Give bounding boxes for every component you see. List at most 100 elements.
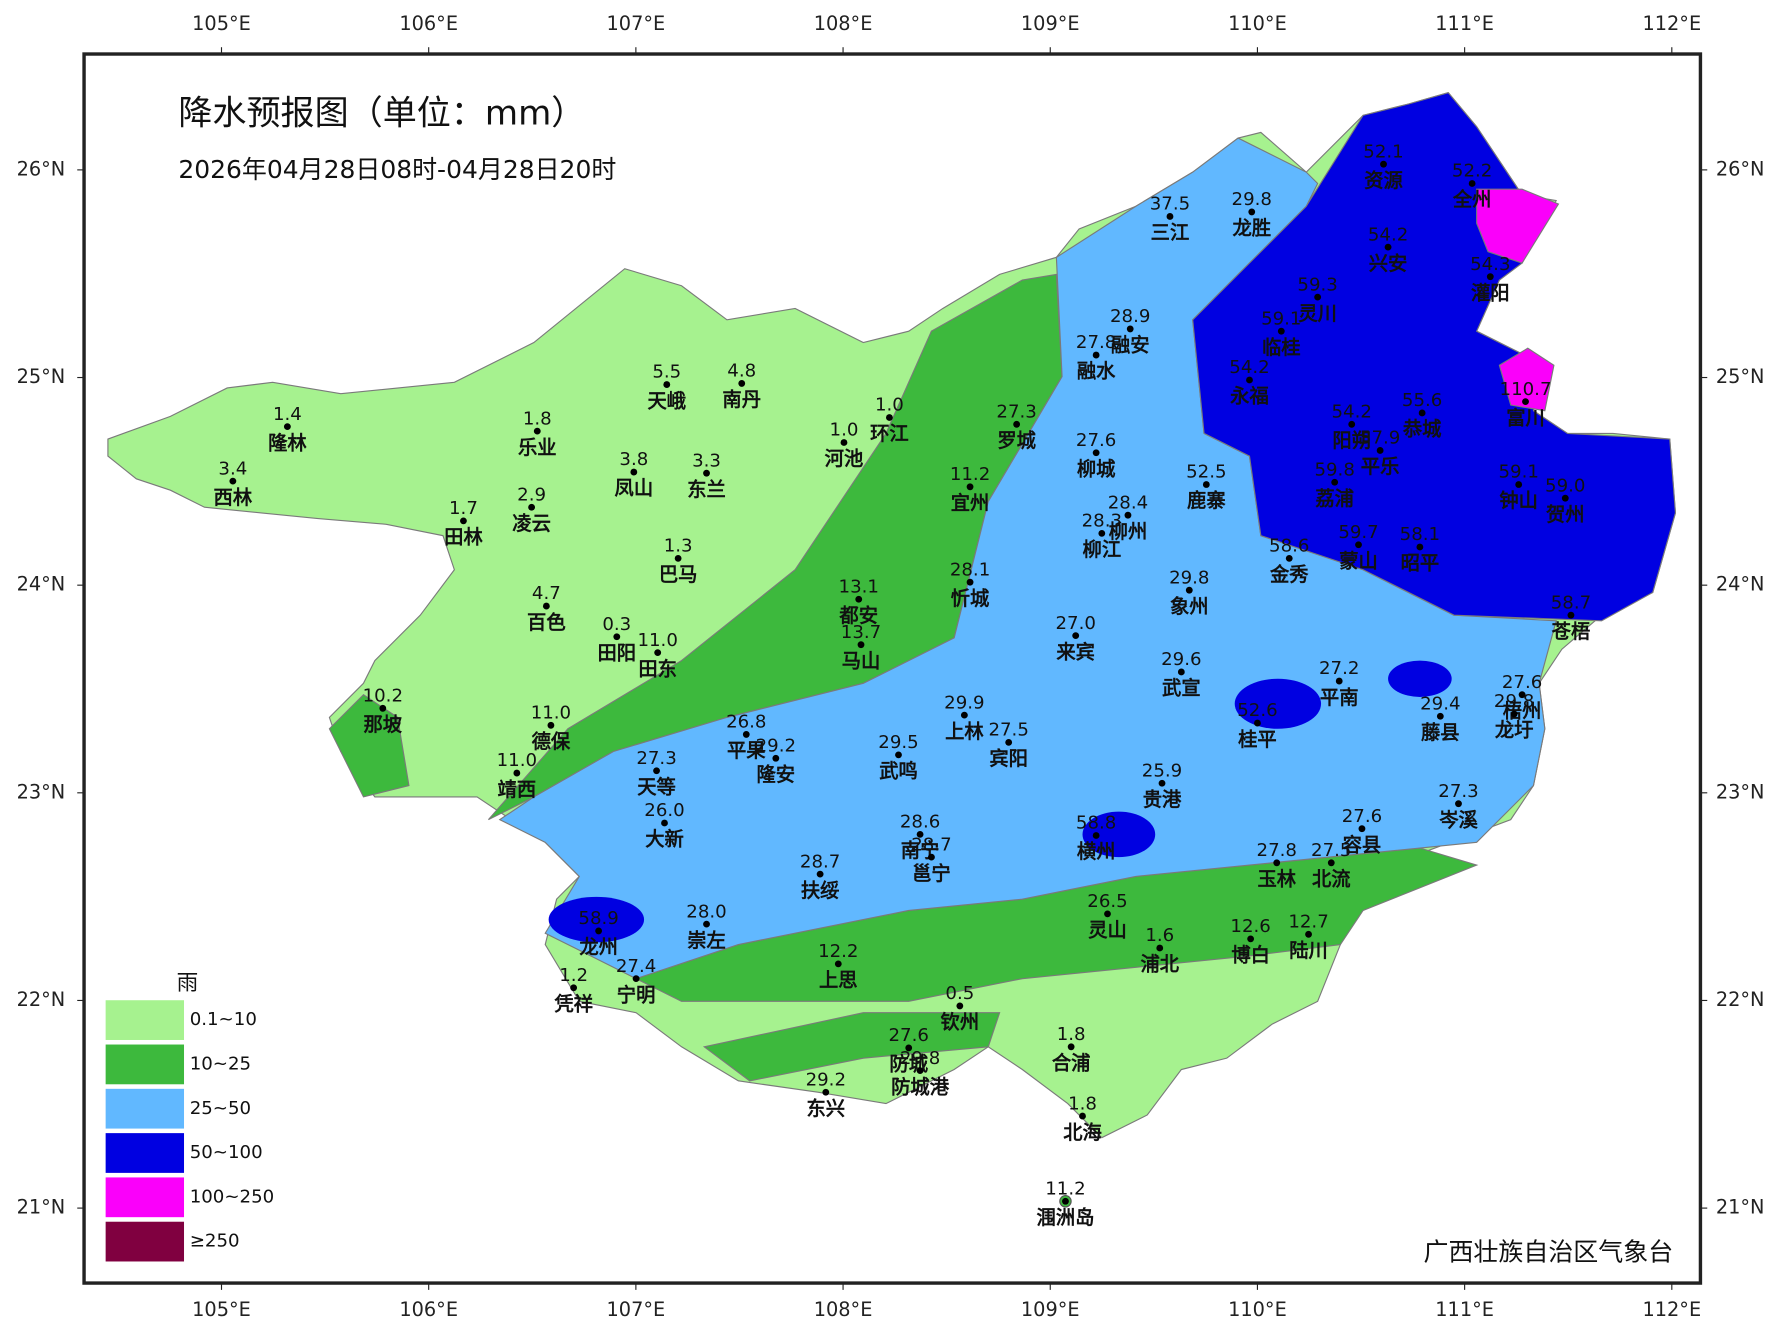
- station-name: 横州: [1077, 840, 1116, 863]
- station-value: 28.7: [911, 834, 951, 855]
- station-dot: [1126, 325, 1134, 333]
- station-value: 1.8: [523, 408, 552, 429]
- station-dot: [895, 751, 902, 759]
- legend-label: 100~250: [190, 1186, 275, 1207]
- station-name: 岑溪: [1438, 808, 1478, 831]
- station-dot: [283, 423, 291, 431]
- station-name: 靖西: [498, 778, 537, 801]
- station: 54.3 灌阳: [1470, 254, 1510, 305]
- station: 1.6 浦北: [1140, 925, 1179, 976]
- station-name: 来宾: [1055, 640, 1095, 663]
- station-dot: [855, 595, 863, 603]
- station: 55.6 恭城: [1402, 390, 1443, 441]
- station-name: 南丹: [722, 388, 761, 411]
- station-name: 邕宁: [912, 862, 951, 885]
- station-name: 龙胜: [1232, 217, 1271, 240]
- station-name: 阳朔: [1332, 429, 1371, 452]
- station-value: 27.3: [636, 748, 676, 769]
- station-dot: [1515, 481, 1523, 488]
- station: 1.0 环江: [870, 395, 909, 446]
- station-value: 1.3: [664, 536, 693, 557]
- legend: 雨 0.1~10 10~25 25~50 50~100 100~250 ≥250: [105, 971, 275, 1262]
- station-name: 苍梧: [1551, 620, 1591, 643]
- station-dot: [570, 984, 578, 992]
- station-dot: [1384, 243, 1392, 251]
- station-name: 柳州: [1109, 520, 1148, 543]
- station-dot: [1418, 409, 1426, 417]
- station-value: 29.8: [1169, 567, 1209, 588]
- station-value: 29.2: [756, 735, 796, 756]
- lon-label: 107°E: [607, 12, 666, 35]
- station-dot: [654, 649, 662, 657]
- station-dot: [956, 1002, 964, 1010]
- station-value: 58.1: [1400, 524, 1440, 545]
- station-name: 昭平: [1401, 552, 1440, 575]
- station-dot: [1092, 351, 1100, 359]
- station: 27.5 北流: [1311, 840, 1351, 891]
- lat-label: 21°N: [1716, 1196, 1765, 1219]
- station-value: 11.2: [950, 464, 990, 485]
- station: 11.0 德保: [531, 703, 571, 754]
- station-dot: [1092, 832, 1100, 839]
- station-name: 北海: [1063, 1121, 1102, 1144]
- station-dot: [1510, 710, 1518, 718]
- station-dot: [547, 721, 555, 729]
- station: 28.6南宁: [900, 812, 940, 863]
- station: 1.7 田林: [444, 498, 483, 549]
- station-name: 凌云: [512, 512, 551, 535]
- station-dot: [1416, 543, 1424, 551]
- station-dot: [1561, 494, 1569, 502]
- station: 3.4 西林: [214, 458, 253, 509]
- station: 37.5 三江: [1150, 194, 1190, 245]
- station: 26.0 大新: [644, 800, 684, 851]
- station-name: 马山: [842, 649, 881, 672]
- station-name: 灌阳: [1471, 281, 1510, 304]
- station-value: 27.0: [1055, 613, 1095, 634]
- station-name: 龙州: [579, 936, 618, 959]
- station-dot: [513, 769, 521, 777]
- station-value: 26.8: [726, 712, 766, 733]
- station-value: 0.5: [945, 983, 974, 1004]
- graticule-labels: 105°E 105°E 106°E 106°E 107°E 107°E 108°E 108°E…: [17, 12, 1765, 1321]
- lon-label: 110°E: [1228, 12, 1287, 35]
- station-value: 28.7: [800, 851, 840, 872]
- area-rainstorm: [548, 896, 645, 943]
- station-value: 54.3: [1470, 254, 1510, 275]
- legend-label: 0.1~10: [190, 1009, 257, 1030]
- source: 广西壮族自治区气象台: [1423, 1237, 1673, 1266]
- station: 57.9 平乐: [1360, 428, 1400, 479]
- station-name: 融水: [1077, 360, 1116, 383]
- station-dot: [1355, 541, 1362, 549]
- station-name: 上思: [819, 969, 858, 992]
- station-dot: [1248, 208, 1256, 216]
- station: 1.2 凭祥: [553, 965, 593, 1016]
- station-value: 54.2: [1331, 402, 1371, 423]
- station: 1.3 巴马: [659, 536, 698, 587]
- station-value: 52.1: [1363, 141, 1403, 162]
- station-dot: [613, 633, 621, 641]
- legend-swatch: [105, 1177, 185, 1218]
- station-dot: [1285, 554, 1293, 562]
- station: 25.9 贵港: [1142, 760, 1182, 811]
- station: 110.7 富川: [1500, 379, 1552, 430]
- station-value: 3.3: [692, 450, 721, 471]
- station-value: 27.4: [616, 956, 656, 977]
- station-value: 26.0: [644, 800, 684, 821]
- station-name: 浦北: [1140, 953, 1179, 976]
- lon-label: 105°E: [192, 1298, 251, 1321]
- station-name: 环江: [870, 422, 909, 445]
- station-dot: [1177, 668, 1185, 676]
- station-dot: [742, 731, 750, 738]
- station: 28.4 柳州: [1108, 492, 1148, 543]
- station-value: 11.0: [637, 630, 677, 651]
- station-value: 1.0: [875, 395, 904, 416]
- station-value: 52.2: [1452, 161, 1492, 182]
- station-value: 59.0: [1545, 475, 1585, 496]
- station-name: 武宣: [1162, 677, 1201, 700]
- lon-label: 108°E: [814, 1298, 873, 1321]
- lat-label: 22°N: [1716, 988, 1765, 1011]
- station: 5.5 天峨: [647, 362, 686, 413]
- station-name: 蒙山: [1339, 549, 1378, 572]
- station-dot: [1567, 611, 1575, 619]
- station-value: 27.3: [1438, 781, 1478, 802]
